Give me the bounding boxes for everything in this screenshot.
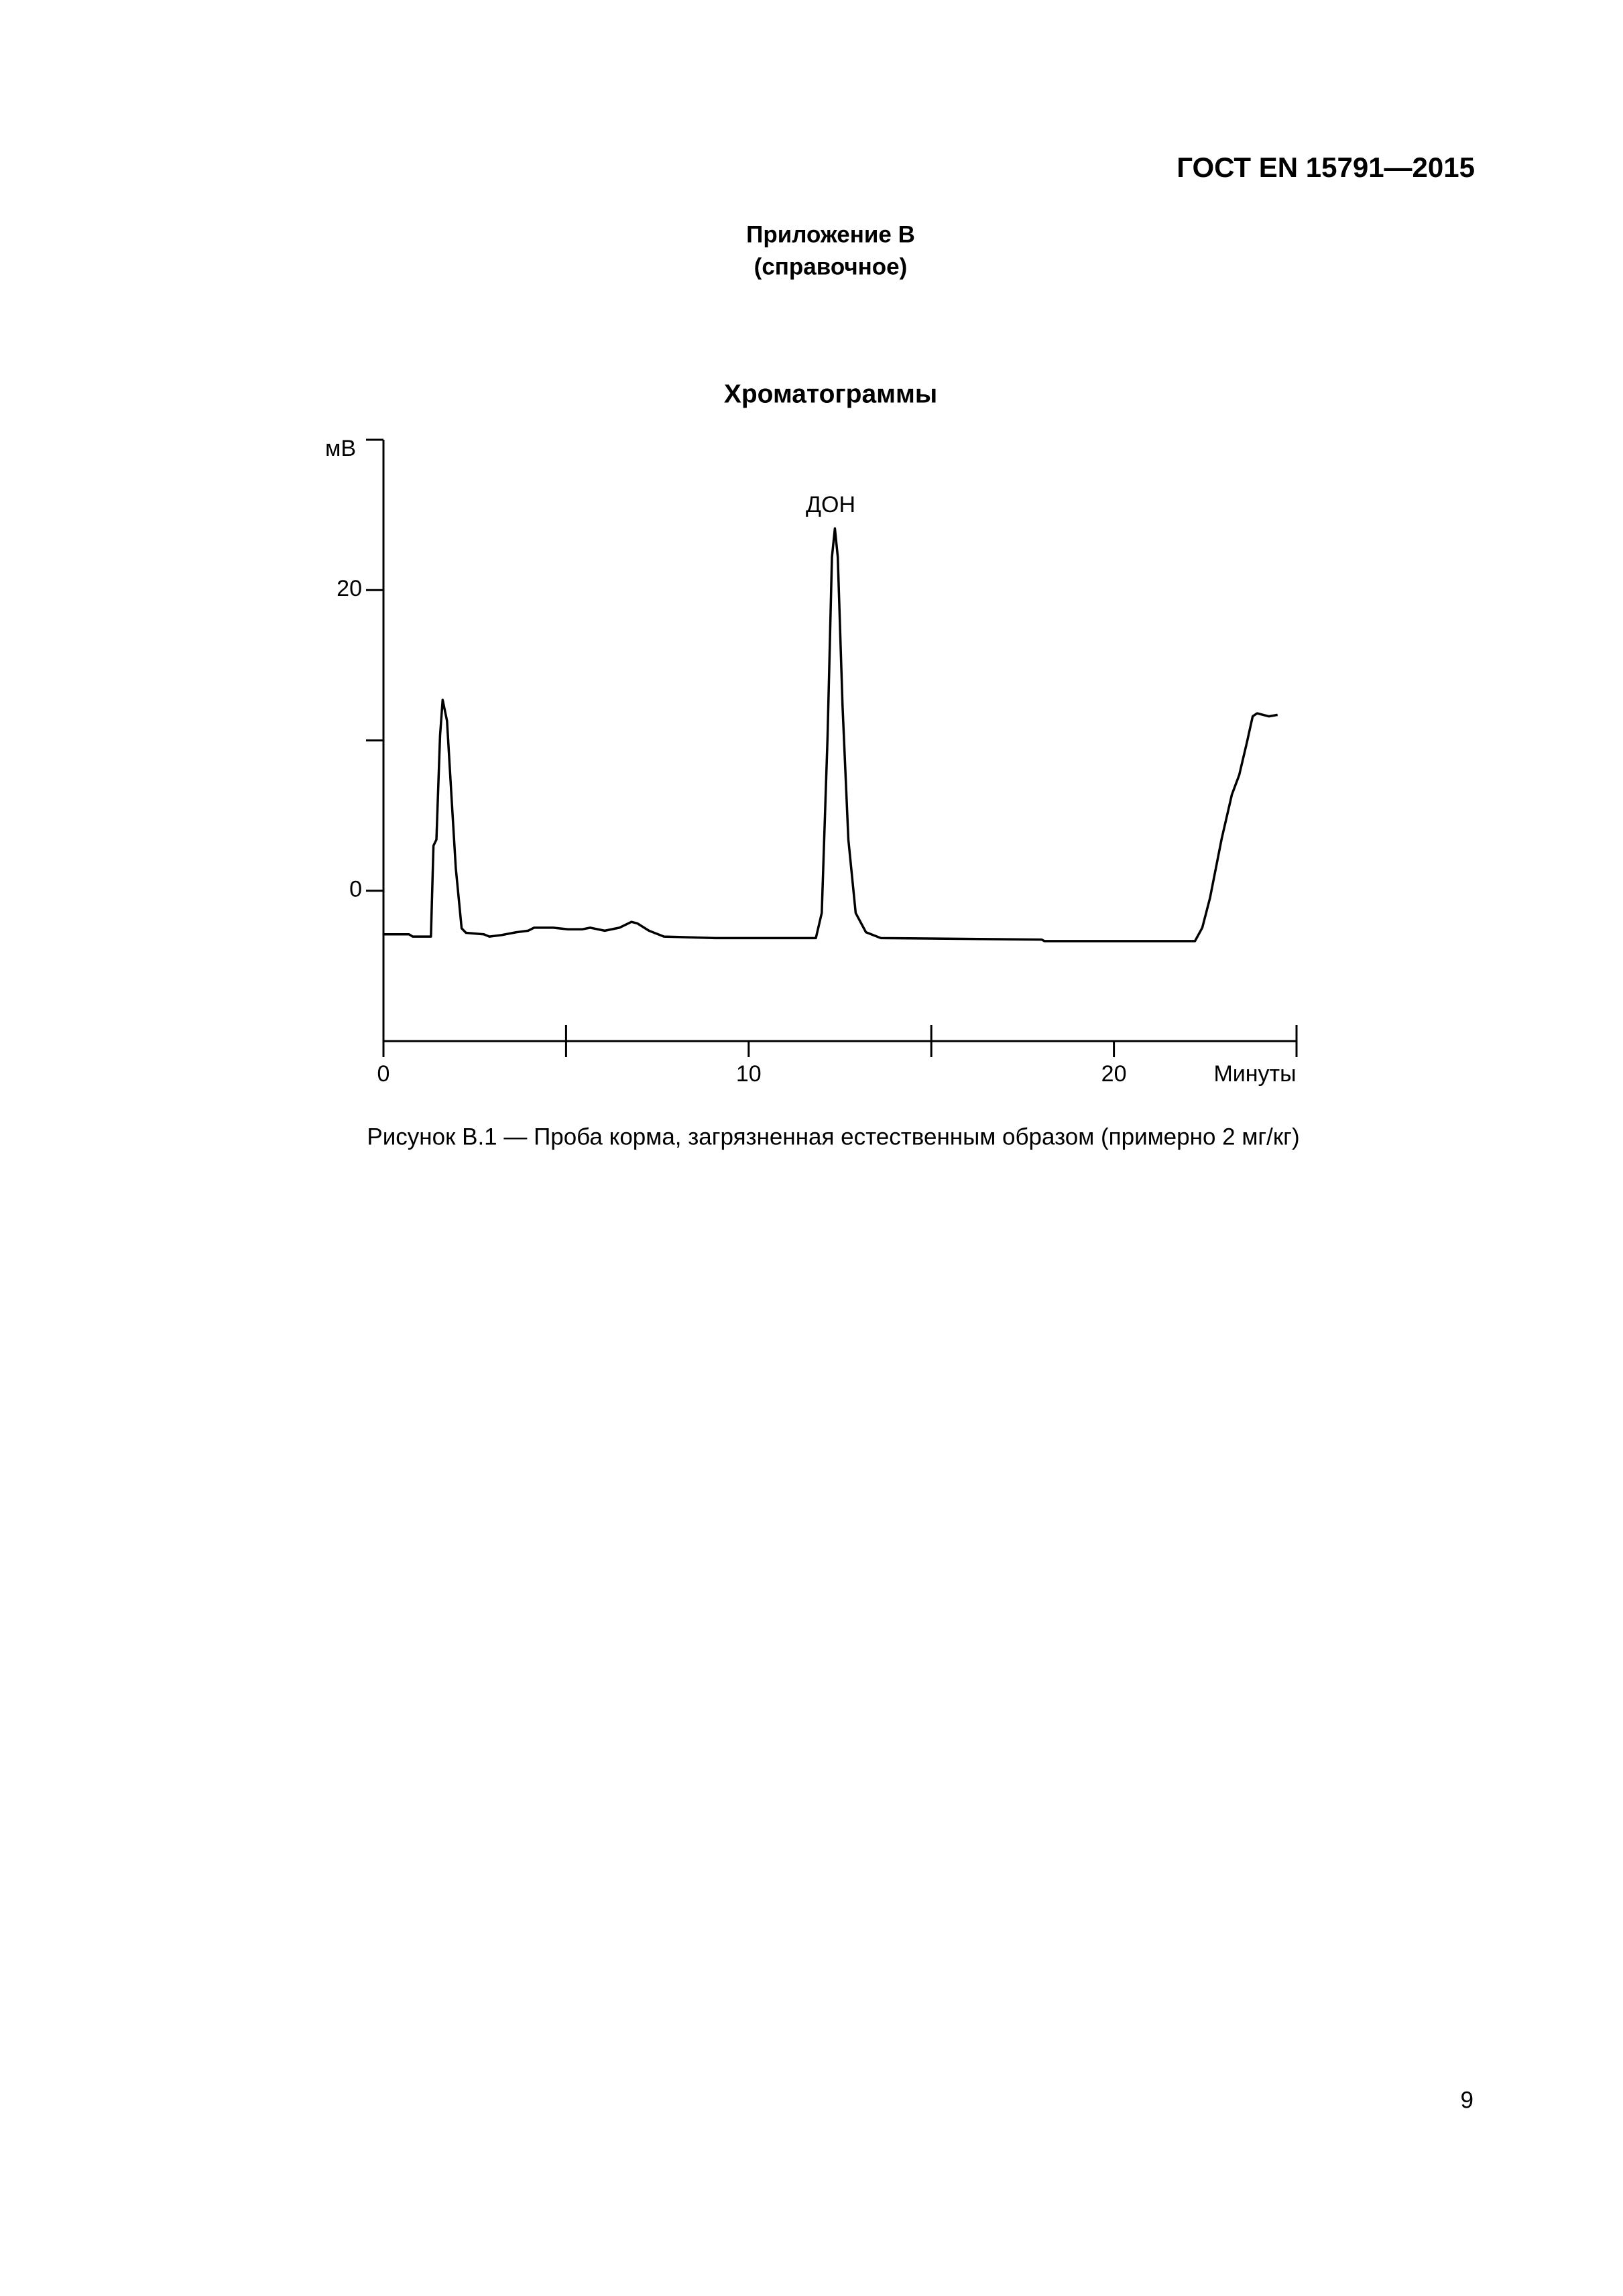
appendix-title: Приложение В bbox=[746, 221, 915, 247]
chart-title: Хроматограммы bbox=[724, 379, 937, 408]
y-axis-label: мВ bbox=[325, 436, 356, 461]
peak-annotation: ДОН bbox=[806, 492, 855, 518]
x-tick-label: 20 bbox=[1101, 1061, 1127, 1087]
chromatogram-line bbox=[383, 527, 1278, 943]
page-number: 9 bbox=[1461, 2087, 1474, 2113]
doc-header: ГОСТ EN 15791—2015 bbox=[1177, 152, 1475, 183]
x-tick-label: 10 bbox=[736, 1061, 762, 1087]
appendix-subtitle: (справочное) bbox=[754, 253, 908, 280]
x-tick-label: 0 bbox=[377, 1061, 390, 1087]
x-axis-label: Минуты bbox=[1213, 1061, 1296, 1087]
y-tick-label: 20 bbox=[337, 576, 362, 601]
y-tick-label: 0 bbox=[349, 877, 362, 902]
figure-caption: Рисунок В.1 — Проба корма, загрязненная … bbox=[367, 1124, 1299, 1150]
